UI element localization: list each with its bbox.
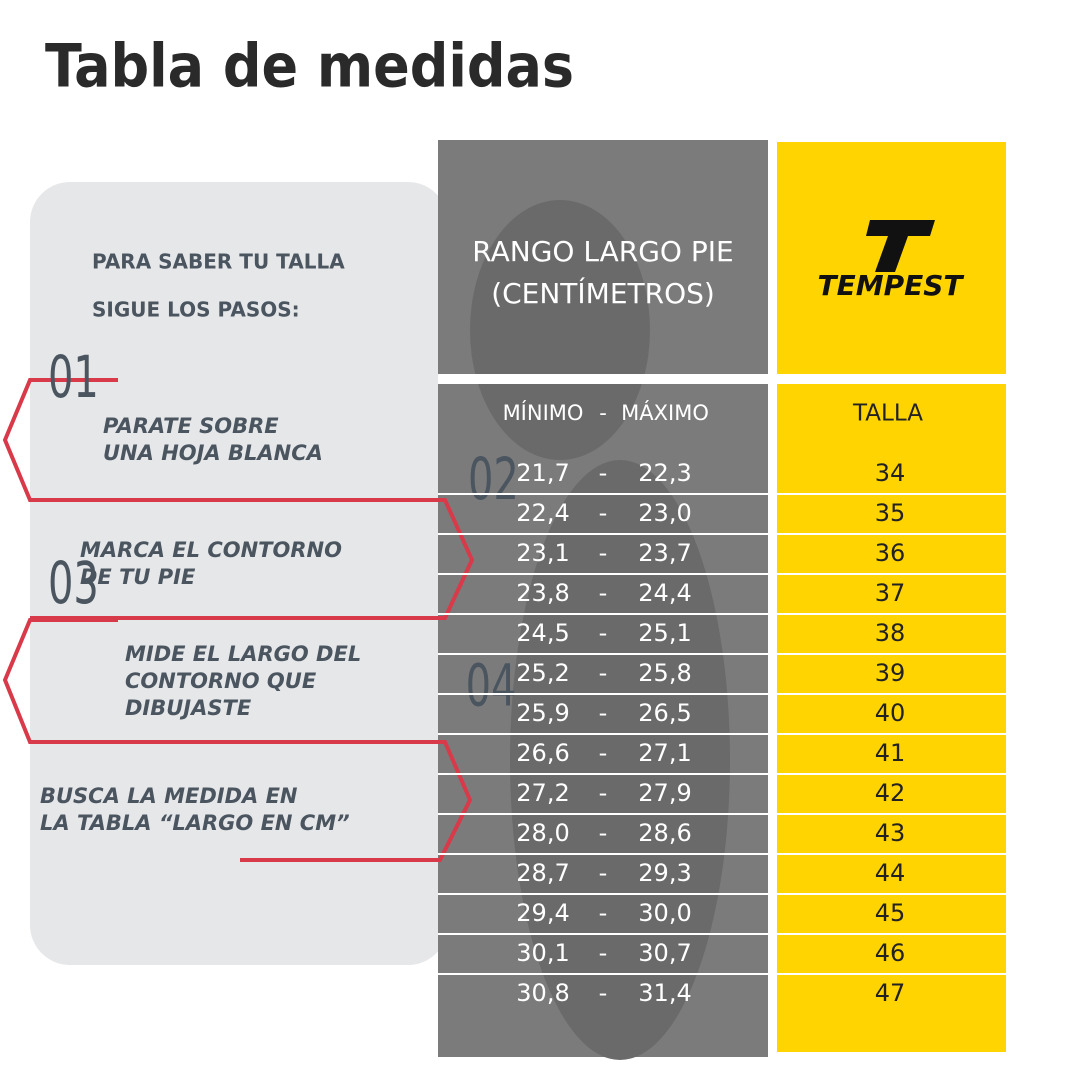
table-cell: 28,6 <box>638 819 691 847</box>
table-cell: 23,0 <box>638 499 691 527</box>
steps-panel <box>30 182 448 965</box>
column-header: MÁXIMO <box>621 400 709 425</box>
table-header: (CENTÍMETROS) <box>491 276 715 310</box>
instruction: SIGUE LOS PASOS: <box>92 298 300 322</box>
table-cell: 28,7 <box>516 859 569 887</box>
size-cell: 36 <box>875 539 906 567</box>
table-cell: - <box>599 659 608 687</box>
table-cell: 25,1 <box>638 619 691 647</box>
size-cell: 35 <box>875 499 906 527</box>
foot-shape <box>470 200 650 460</box>
content: PARA SABER TU TALLA SIGUE LOS PASOS: 01PAR… <box>40 235 1006 1007</box>
size-cell: 40 <box>875 699 906 727</box>
size-cell: 45 <box>875 899 906 927</box>
size-cell: 46 <box>875 939 906 967</box>
step-arrows <box>2 378 475 862</box>
table-cell: 26,6 <box>516 739 569 767</box>
table-cell: - <box>599 739 608 767</box>
size-cell: 41 <box>875 739 906 767</box>
table-cell: 25,2 <box>516 659 569 687</box>
table-cell: 30,0 <box>638 899 691 927</box>
brand-name: TEMPEST <box>817 269 964 302</box>
table-cell: 27,1 <box>638 739 691 767</box>
table-cell: 25,8 <box>638 659 691 687</box>
foot-shape <box>510 460 730 1060</box>
step-text: DIBUJASTE <box>125 696 252 720</box>
table-cell: 30,1 <box>516 939 569 967</box>
step-text: MARCA EL CONTORNO <box>80 538 342 562</box>
step-number: 04 <box>466 652 517 719</box>
table-cell: 25,9 <box>516 699 569 727</box>
table-cell: 23,8 <box>516 579 569 607</box>
step-text: BUSCA LA MEDIDA EN <box>40 784 298 808</box>
size-cell: 42 <box>875 779 906 807</box>
size-cell: 38 <box>875 619 906 647</box>
column-header: - <box>599 401 607 425</box>
table-cell: - <box>599 859 608 887</box>
step-number: 03 <box>48 549 99 616</box>
step-text: UNA HOJA BLANCA <box>103 441 323 465</box>
table-cell: 26,5 <box>638 699 691 727</box>
step-text: PARATE SOBRE <box>103 414 279 438</box>
table-cell: 27,9 <box>638 779 691 807</box>
table-cell: 21,7 <box>516 459 569 487</box>
divider <box>438 374 768 384</box>
table-cell: 28,0 <box>516 819 569 847</box>
table-cell: 31,4 <box>638 979 691 1007</box>
title: Tabla de medidas <box>45 32 574 102</box>
step-text: LA TABLA “LARGO EN CM” <box>40 811 350 835</box>
size-cell: 37 <box>875 579 906 607</box>
step-text: MIDE EL LARGO DEL <box>125 642 361 666</box>
step-text: CONTORNO QUE <box>125 669 317 693</box>
table-cell: - <box>599 699 608 727</box>
table-cell: - <box>599 459 608 487</box>
brand-logo <box>866 220 935 272</box>
table-cell: 29,4 <box>516 899 569 927</box>
step-number: 02 <box>468 446 519 513</box>
table-cell: 24,5 <box>516 619 569 647</box>
table-cell: - <box>599 579 608 607</box>
table-cell: - <box>599 619 608 647</box>
instruction: PARA SABER TU TALLA <box>92 250 345 274</box>
table-cell: 30,7 <box>638 939 691 967</box>
step-text: DE TU PIE <box>80 565 196 589</box>
table-cell: 23,7 <box>638 539 691 567</box>
table-cell: - <box>599 539 608 567</box>
table-cell: - <box>599 899 608 927</box>
size-cell: 43 <box>875 819 906 847</box>
table-cell: 30,8 <box>516 979 569 1007</box>
size-cell: 34 <box>875 459 906 487</box>
size-cell: 39 <box>875 659 906 687</box>
size-cell: 44 <box>875 859 906 887</box>
table-cell: 22,3 <box>638 459 691 487</box>
table-cell: 22,4 <box>516 499 569 527</box>
table-cell: 24,4 <box>638 579 691 607</box>
column-header: MÍNIMO <box>503 400 584 425</box>
table-cell: 27,2 <box>516 779 569 807</box>
table-header: RANGO LARGO PIE <box>472 235 733 268</box>
table-cell: - <box>599 499 608 527</box>
table-cell: 29,3 <box>638 859 691 887</box>
size-cell: 47 <box>875 979 906 1007</box>
table-cell: - <box>599 819 608 847</box>
step-number: 01 <box>48 344 99 411</box>
table-cell: 23,1 <box>516 539 569 567</box>
table-cell: - <box>599 979 608 1007</box>
size-header: TALLA <box>852 401 923 427</box>
table-cell: - <box>599 939 608 967</box>
table-cell: - <box>599 779 608 807</box>
size-column <box>777 384 1006 1052</box>
